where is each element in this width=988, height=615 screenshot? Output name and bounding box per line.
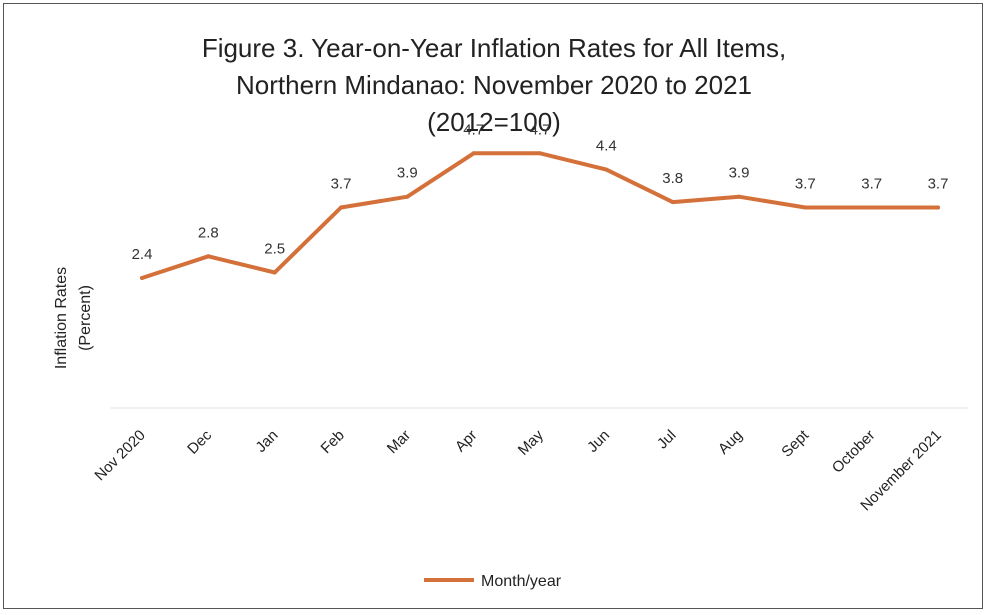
data-label: 3.7 <box>861 176 882 193</box>
data-label: 3.7 <box>795 176 816 193</box>
x-tick-label: Sept <box>778 426 812 460</box>
chart-title-line-2: Northern Mindanao: November 2020 to 2021 <box>236 70 752 100</box>
y-axis-title: Inflation Rates (Percent) <box>53 267 94 369</box>
data-label: 3.9 <box>397 165 418 182</box>
x-tick-label: Apr <box>452 427 481 456</box>
data-point <box>140 276 144 280</box>
data-label: 3.8 <box>662 170 683 187</box>
data-point <box>471 151 476 156</box>
x-tick-label: Jun <box>584 427 613 456</box>
data-point <box>206 254 211 259</box>
chart-title: Figure 3. Year-on-Year Inflation Rates f… <box>0 30 988 141</box>
legend-label: Month/year <box>481 573 562 590</box>
data-label: 2.5 <box>264 241 285 258</box>
data-label: 2.8 <box>198 224 219 241</box>
data-label: 3.7 <box>331 176 352 193</box>
legend: Month/year <box>424 573 562 590</box>
series-group <box>140 151 940 280</box>
data-point <box>869 205 874 210</box>
chart-title-line-3: (2012=100) <box>427 107 561 137</box>
data-point <box>339 205 343 210</box>
y-axis-title-line-1: Inflation Rates <box>53 267 70 369</box>
chart-frame <box>3 3 983 609</box>
data-label: 3.7 <box>928 176 949 193</box>
data-point <box>604 167 609 172</box>
x-tick-label: May <box>515 426 547 458</box>
data-label: 2.4 <box>132 246 153 263</box>
x-tick-label: Jul <box>654 427 680 453</box>
series-line <box>140 151 940 280</box>
data-point <box>272 270 277 275</box>
data-labels: 2.4 2.8 2.5 3.7 3.9 4.7 4.7 4.4 3.8 3.9 3.7 3.7 3.7 <box>132 121 949 263</box>
data-label: 4.4 <box>596 138 617 155</box>
x-tick-labels: Nov 2020 Dec Jan Feb Mar Apr May Jun Jul Aug Sept O… <box>91 426 944 514</box>
data-point <box>737 194 741 199</box>
x-tick-label: October <box>829 427 879 477</box>
x-tick-label: Jan <box>252 427 281 456</box>
x-tick-label: Dec <box>184 426 215 457</box>
data-point <box>538 151 542 156</box>
data-point <box>405 194 410 199</box>
data-label: 4.7 <box>463 121 484 138</box>
x-tick-label: Feb <box>318 427 348 457</box>
x-tick-label: Mar <box>384 427 414 457</box>
data-point <box>936 205 940 210</box>
data-label: 3.9 <box>729 165 750 182</box>
data-point <box>670 200 675 205</box>
data-label: 4.7 <box>530 121 551 138</box>
x-tick-label: Aug <box>715 427 746 458</box>
y-axis-title-line-2: (Percent) <box>77 285 94 351</box>
data-point <box>803 205 808 210</box>
x-tick-label: Nov 2020 <box>91 427 148 484</box>
chart-title-line-1: Figure 3. Year-on-Year Inflation Rates f… <box>201 33 787 63</box>
